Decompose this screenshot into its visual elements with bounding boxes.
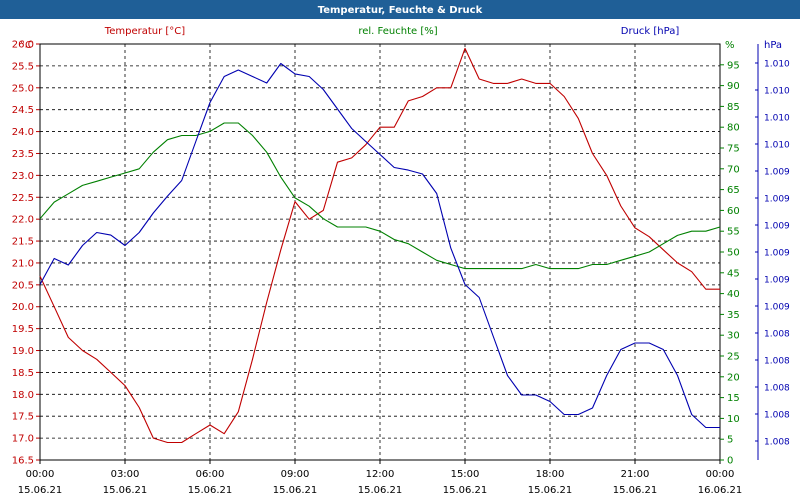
right-tick-label: 20	[727, 372, 740, 383]
axes-layer: 16.5 17.0 17.5 18.0 18.5 19.0 19.5 20.0 20.5 21.0…	[12, 40, 790, 497]
x-tick-date: 15.06.21	[273, 485, 318, 496]
x-tick-time: 18:00	[536, 469, 565, 480]
left-tick-label: 25.5	[12, 61, 34, 72]
left-tick-label: 20.0	[12, 302, 34, 313]
x-tick-time: 06:00	[196, 469, 225, 480]
right-tick-label: 50	[727, 248, 740, 259]
chart-title: Temperatur, Feuchte & Druck	[318, 5, 483, 16]
x-tick-date: 15.06.21	[358, 485, 403, 496]
series-layer	[39, 47, 721, 444]
x-tick-date: 16.06.21	[698, 485, 743, 496]
left-tick-label: 24.5	[12, 105, 34, 116]
pressure-tick-label: 1.010	[764, 114, 790, 124]
x-tick-time: 12:00	[366, 469, 395, 480]
pressure-tick-label: 1.010	[764, 141, 790, 151]
right-tick-label: 10	[727, 414, 740, 425]
temperature-line	[39, 47, 720, 444]
x-tick-time: 21:00	[621, 469, 650, 480]
pressure-tick-label: 1.009	[764, 195, 790, 205]
pressure-tick-label: 1.008	[764, 411, 790, 421]
pressure-tick-label: 1.008	[764, 357, 790, 367]
left-tick-label: 19.0	[12, 346, 34, 357]
right-tick-label: 60	[727, 206, 740, 217]
left-tick-label: 22.5	[12, 193, 34, 204]
right-tick-label: 65	[727, 185, 740, 196]
left-tick-label: 21.0	[12, 258, 34, 269]
left-tick-label: 16.5	[12, 456, 34, 467]
pressure-tick-label: 1.010	[764, 87, 790, 97]
left-tick-label: 17.0	[12, 434, 34, 445]
x-tick-time: 03:00	[111, 469, 140, 480]
left-tick-label: 23.5	[12, 149, 34, 160]
legend-temperature: Temperatur [°C]	[104, 26, 185, 37]
x-tick-date: 15.06.21	[188, 485, 233, 496]
x-tick-date: 15.06.21	[18, 485, 63, 496]
right-tick-label: 30	[727, 331, 740, 342]
pressure-tick-label: 1.008	[764, 438, 790, 448]
pressure-tick-label: 1.008	[764, 330, 790, 340]
right-tick-label: 70	[727, 164, 740, 175]
pressure-tick-label: 1.009	[764, 249, 790, 259]
left-tick-label: 22.0	[12, 215, 34, 226]
x-tick-date: 15.06.21	[528, 485, 573, 496]
pressure-tick-label: 1.010	[764, 60, 790, 70]
x-tick-time: 15:00	[451, 469, 480, 480]
left-tick-label: 17.5	[12, 412, 34, 423]
left-tick-label: 25.0	[12, 83, 34, 94]
right-tick-label: 0	[727, 456, 733, 467]
legend-pressure: Druck [hPa]	[621, 26, 680, 37]
left-tick-label: 24.0	[12, 127, 34, 138]
legend-humidity: rel. Feuchte [%]	[358, 26, 437, 37]
humidity-line	[39, 122, 721, 270]
left-tick-label: 19.5	[12, 324, 34, 335]
x-tick-date: 15.06.21	[443, 485, 488, 496]
pressure-line	[39, 62, 720, 429]
right-tick-label: 15	[727, 393, 740, 404]
left-tick-label: 18.0	[12, 390, 34, 401]
right-tick-label: 75	[727, 144, 740, 155]
grid-layer	[40, 43, 720, 460]
pressure-tick-label: 1.009	[764, 168, 790, 178]
right-tick-label: 90	[727, 81, 740, 92]
x-tick-time: 00:00	[26, 469, 55, 480]
right-tick-label: 25	[727, 352, 740, 363]
left-tick-label: 20.5	[12, 280, 34, 291]
right-tick-label: 40	[727, 289, 740, 300]
pressure-axis-unit: hPa	[764, 40, 782, 51]
right-tick-label: 80	[727, 123, 740, 134]
pressure-tick-label: 1.009	[764, 222, 790, 232]
right-axis-unit: %	[725, 40, 735, 51]
right-tick-label: 55	[727, 227, 740, 238]
right-tick-label: 95	[727, 60, 740, 71]
left-tick-label: 23.0	[12, 171, 34, 182]
pressure-tick-label: 1.009	[764, 276, 790, 286]
left-tick-label: 18.5	[12, 368, 34, 379]
right-tick-label: 5	[727, 435, 733, 446]
left-tick-label: 26.0	[12, 40, 34, 51]
x-tick-date: 15.06.21	[103, 485, 148, 496]
x-tick-date: 15.06.21	[613, 485, 658, 496]
right-tick-label: 45	[727, 268, 740, 279]
pressure-tick-label: 1.008	[764, 384, 790, 394]
right-tick-label: 35	[727, 310, 740, 321]
right-tick-label: 85	[727, 102, 740, 113]
title-bar	[0, 0, 800, 19]
pressure-tick-label: 1.009	[764, 303, 790, 313]
left-axis-unit: °C	[20, 40, 32, 51]
x-tick-time: 00:00	[706, 469, 735, 480]
x-tick-time: 09:00	[281, 469, 310, 480]
left-tick-label: 21.5	[12, 237, 34, 248]
